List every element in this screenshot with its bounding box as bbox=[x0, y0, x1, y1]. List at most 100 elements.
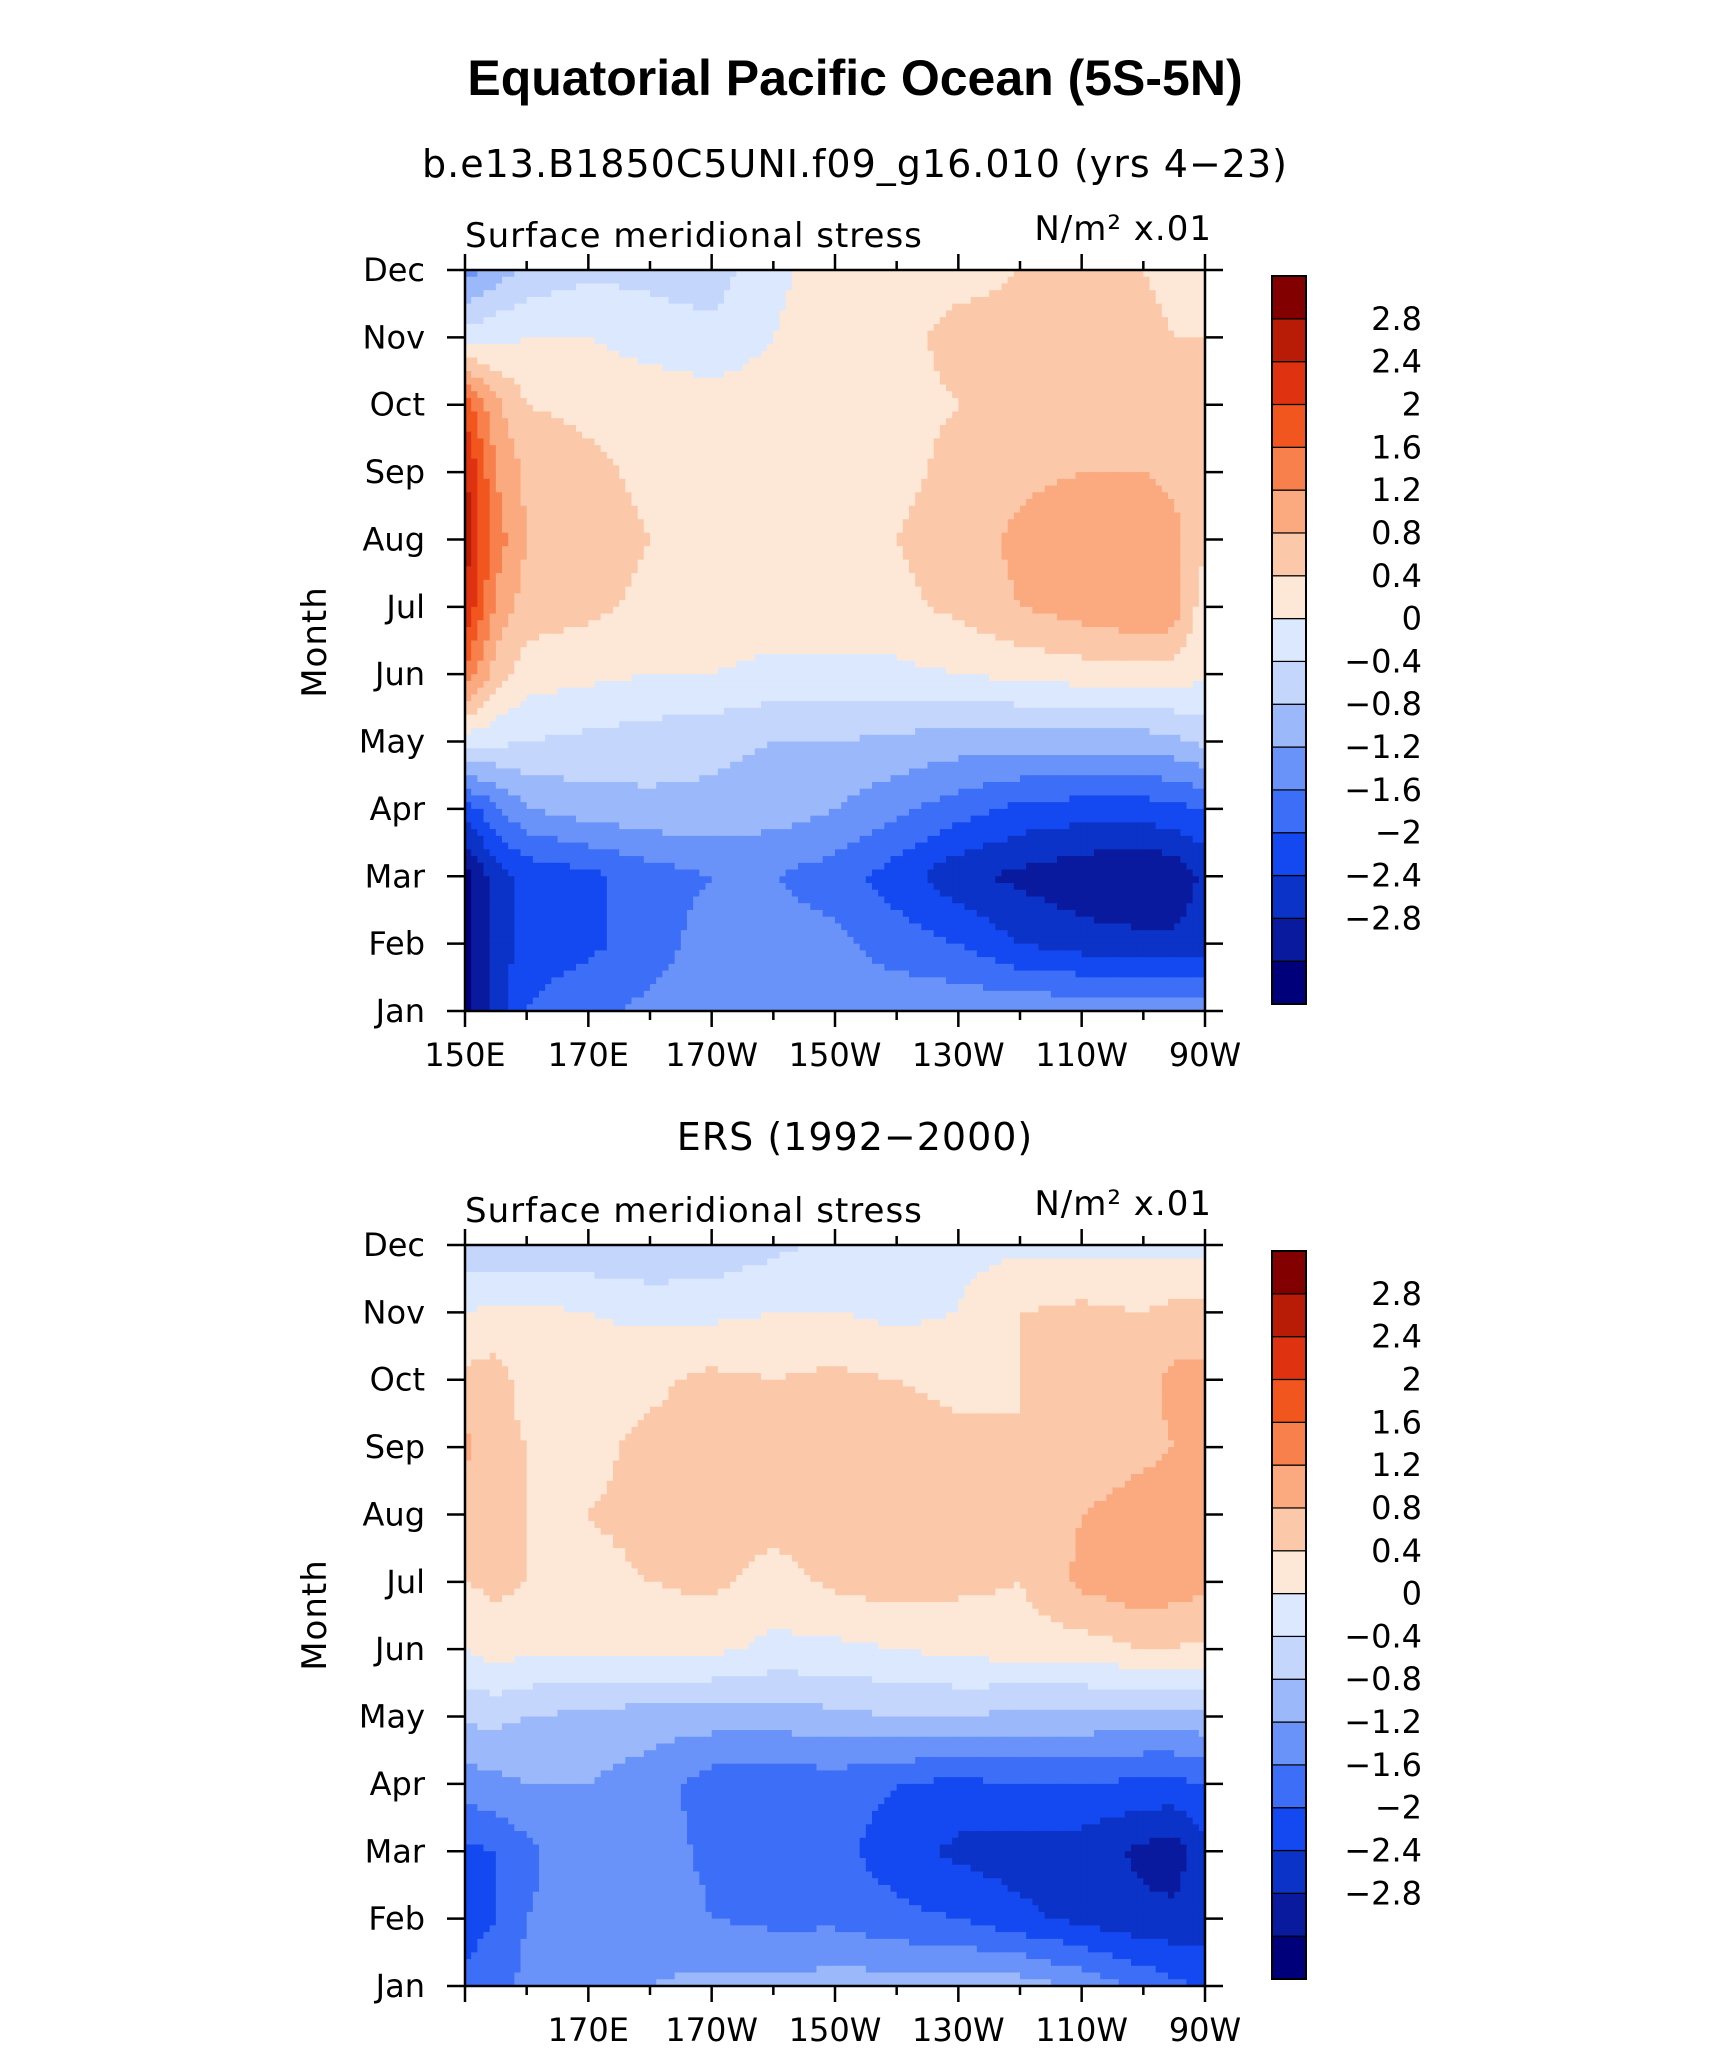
contour-cell bbox=[964, 276, 972, 285]
contour-cell bbox=[915, 317, 922, 325]
contour-cell bbox=[921, 492, 929, 500]
contour-cell bbox=[835, 357, 842, 365]
contour-cell bbox=[890, 519, 898, 527]
contour-cell bbox=[483, 323, 491, 332]
contour-cell bbox=[551, 472, 559, 480]
contour-cell bbox=[865, 276, 873, 285]
contour-cell bbox=[613, 404, 620, 413]
contour-cell bbox=[754, 344, 762, 352]
contour-cell bbox=[804, 391, 811, 399]
contour-cell bbox=[489, 465, 497, 473]
contour-cell bbox=[588, 525, 596, 534]
contour-cell bbox=[508, 431, 515, 440]
contour-cell bbox=[520, 270, 528, 278]
contour-cell bbox=[736, 458, 744, 466]
contour-cell bbox=[773, 283, 781, 291]
contour-cell bbox=[471, 364, 478, 372]
contour-cell bbox=[551, 539, 559, 547]
contour-cell bbox=[1013, 472, 1021, 480]
contour-cell bbox=[970, 296, 978, 305]
contour-cell bbox=[724, 364, 731, 372]
contour-cell bbox=[508, 283, 515, 291]
contour-cell bbox=[1174, 310, 1181, 318]
contour-cell bbox=[779, 276, 787, 285]
contour-cell bbox=[588, 384, 596, 392]
contour-cell bbox=[964, 445, 972, 453]
contour-cell bbox=[557, 445, 565, 453]
contour-cell bbox=[699, 364, 707, 372]
contour-cell bbox=[1161, 296, 1169, 305]
contour-cell bbox=[1038, 525, 1046, 534]
contour-cell bbox=[717, 276, 725, 285]
contour-cell bbox=[1026, 357, 1033, 365]
contour-cell bbox=[1137, 451, 1144, 460]
contour-cell bbox=[1081, 532, 1089, 541]
contour-cell bbox=[946, 290, 953, 298]
contour-cell bbox=[798, 525, 805, 534]
contour-cell bbox=[958, 337, 966, 345]
contour-cell bbox=[939, 485, 947, 493]
contour-cell bbox=[773, 458, 781, 466]
contour-cell bbox=[804, 397, 811, 406]
contour-cell bbox=[779, 391, 787, 399]
contour-cell bbox=[1149, 283, 1157, 291]
contour-cell bbox=[705, 283, 713, 291]
contour-cell bbox=[551, 525, 559, 534]
contour-cell bbox=[872, 296, 879, 305]
contour-cell bbox=[785, 532, 793, 541]
contour-cell bbox=[1106, 357, 1114, 365]
contour-cell bbox=[859, 364, 867, 372]
contour-cell bbox=[872, 499, 879, 507]
contour-cell bbox=[680, 296, 688, 305]
contour-cell bbox=[970, 478, 978, 487]
contour-cell bbox=[1087, 519, 1095, 527]
contour-cell bbox=[502, 337, 509, 345]
contour-cell bbox=[853, 337, 861, 345]
contour-cell bbox=[495, 371, 503, 379]
contour-cell bbox=[958, 377, 966, 386]
contour-cell bbox=[884, 505, 892, 514]
contour-cell bbox=[989, 539, 996, 547]
contour-cell bbox=[1161, 492, 1169, 500]
contour-cell bbox=[1075, 418, 1083, 426]
contour-cell bbox=[495, 478, 503, 487]
contour-cell bbox=[1118, 296, 1126, 305]
contour-cell bbox=[1106, 431, 1114, 440]
contour-cell bbox=[600, 519, 608, 527]
contour-cell bbox=[557, 283, 565, 291]
contour-cell bbox=[619, 431, 626, 440]
contour-cell bbox=[1013, 384, 1021, 392]
contour-cell bbox=[952, 290, 959, 298]
contour-cell bbox=[1149, 310, 1157, 318]
contour-cell bbox=[976, 350, 984, 359]
contour-cell bbox=[551, 465, 559, 473]
contour-cell bbox=[1143, 485, 1151, 493]
contour-cell bbox=[1192, 411, 1200, 419]
contour-cell bbox=[927, 525, 935, 534]
contour-cell bbox=[1131, 404, 1138, 413]
contour-cell bbox=[1038, 438, 1046, 446]
contour-cell bbox=[1001, 303, 1009, 312]
contour-cell bbox=[489, 532, 497, 541]
contour-cell bbox=[804, 519, 811, 527]
contour-cell bbox=[1057, 384, 1064, 392]
contour-cell bbox=[551, 344, 559, 352]
contour-cell bbox=[1174, 384, 1181, 392]
contour-cell bbox=[532, 397, 540, 406]
contour-cell bbox=[489, 283, 497, 291]
contour-cell bbox=[588, 478, 596, 487]
contour-cell bbox=[1112, 512, 1120, 520]
contour-cell bbox=[514, 546, 522, 554]
contour-cell bbox=[545, 364, 552, 372]
contour-cell bbox=[551, 424, 559, 433]
contour-cell bbox=[724, 451, 731, 460]
contour-cell bbox=[631, 485, 639, 493]
contour-cell bbox=[477, 344, 485, 352]
contour-cell bbox=[1069, 371, 1077, 379]
contour-cell bbox=[915, 438, 922, 446]
contour-cell bbox=[1124, 317, 1132, 325]
contour-cell bbox=[754, 492, 762, 500]
contour-cell bbox=[1087, 330, 1095, 338]
contour-cell bbox=[539, 485, 546, 493]
contour-cell bbox=[502, 296, 509, 305]
